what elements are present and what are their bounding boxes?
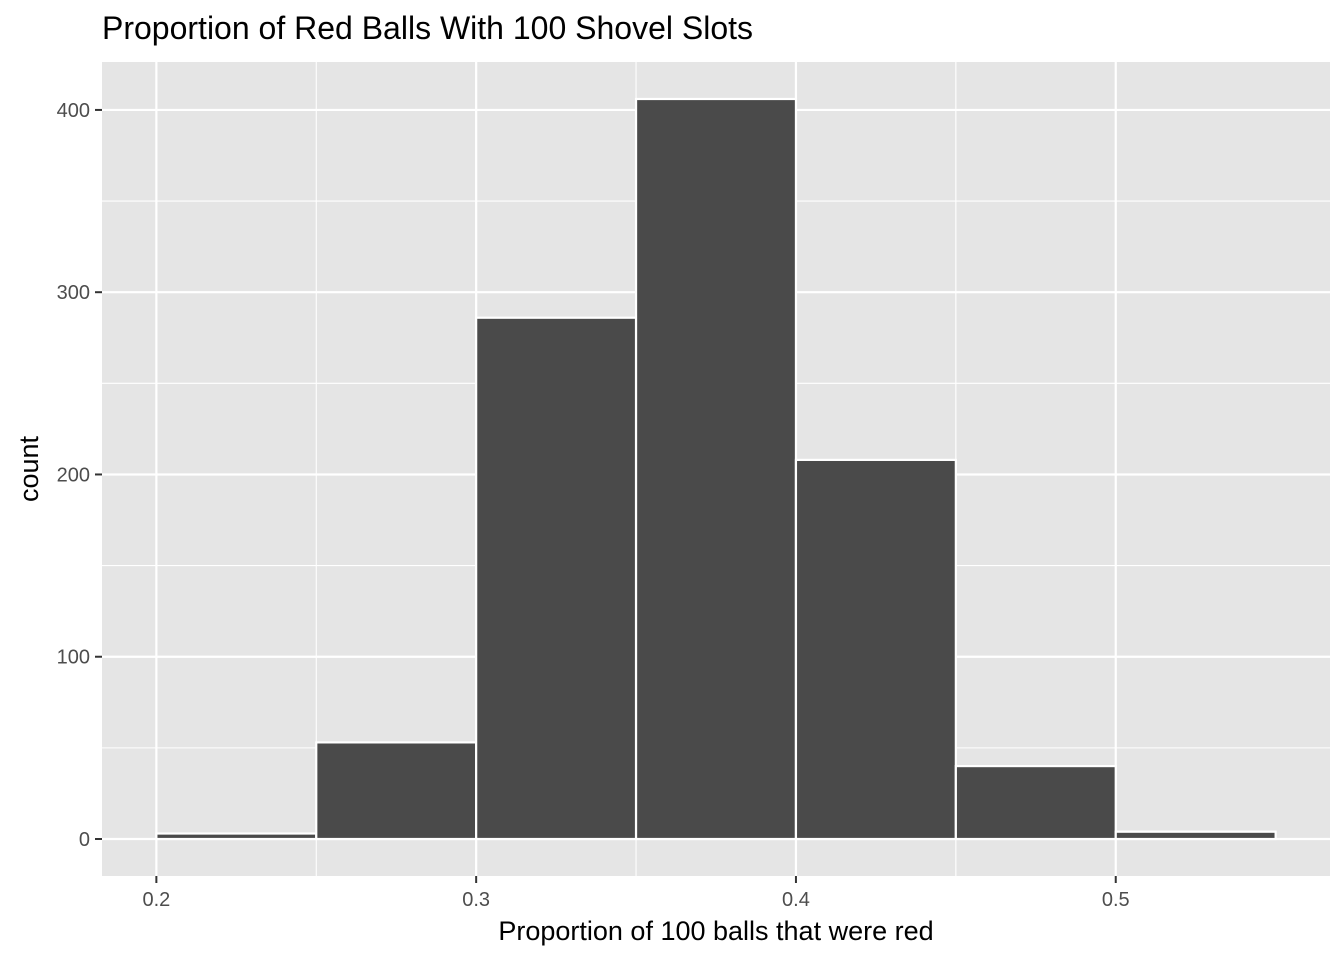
x-tick-label: 0.3 (462, 889, 490, 911)
y-tick-label: 200 (57, 464, 90, 486)
histogram-bar (315, 741, 478, 841)
y-tick-label: 400 (57, 100, 90, 122)
histogram-bar (1114, 830, 1277, 841)
histogram-bars (155, 97, 1277, 841)
histogram-bar (794, 458, 957, 841)
y-axis: 0 100 200 300 400 (57, 100, 102, 851)
y-tick-label: 300 (57, 282, 90, 304)
x-tick-label: 0.5 (1102, 889, 1130, 911)
x-tick-label: 0.2 (142, 889, 170, 911)
y-axis-title: count (14, 435, 44, 502)
histogram-bar (634, 97, 798, 841)
x-tick-label: 0.4 (782, 889, 810, 911)
y-tick-label: 0 (79, 829, 90, 851)
histogram-bar (155, 832, 318, 841)
x-axis: 0.2 0.3 0.4 0.5 (142, 876, 1130, 911)
histogram-bar (475, 316, 638, 841)
chart-title: Proportion of Red Balls With 100 Shovel … (102, 10, 753, 46)
x-axis-title: Proportion of 100 balls that were red (498, 916, 933, 946)
y-tick-label: 100 (57, 647, 90, 669)
histogram-bar (954, 764, 1117, 841)
